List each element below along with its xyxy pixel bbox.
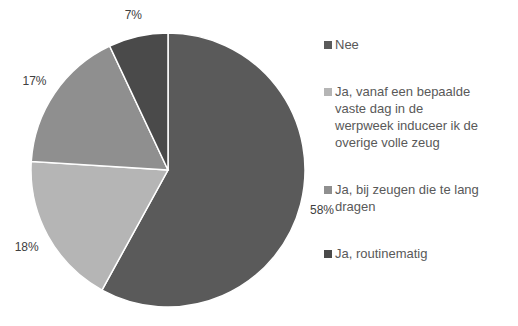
pie-slice xyxy=(31,161,168,290)
legend: Nee Ja, vanaf een bepaaldevaste dag in de… xyxy=(324,37,479,261)
data-label: 58% xyxy=(310,203,334,217)
chart: 58% 18% 17% 7% Nee Ja, vanaf een bepaaldevast… xyxy=(0,0,518,326)
data-label: 7% xyxy=(125,8,143,22)
legend-swatch xyxy=(324,250,332,258)
legend-swatch xyxy=(324,41,332,49)
legend-label: Ja, routinematig xyxy=(335,246,428,261)
legend-label: Ja, vanaf een bepaaldevaste dag in dewer… xyxy=(334,84,478,150)
data-label: 18% xyxy=(15,240,39,254)
pie xyxy=(31,33,305,307)
legend-swatch xyxy=(324,88,332,96)
legend-label: Ja, bij zeugen die te langdragen xyxy=(335,182,479,214)
data-label: 17% xyxy=(22,74,46,88)
pie-slice xyxy=(110,33,168,170)
legend-swatch xyxy=(324,186,332,194)
legend-label: Nee xyxy=(335,37,359,52)
